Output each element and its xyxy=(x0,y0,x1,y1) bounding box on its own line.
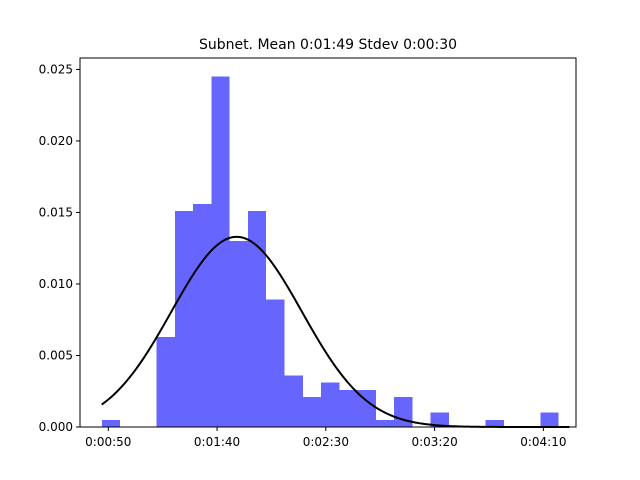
histogram-bar xyxy=(174,211,194,427)
histogram-bar xyxy=(266,299,285,427)
y-tick-label: 0.000 xyxy=(39,420,73,434)
y-tick-label: 0.005 xyxy=(39,348,73,362)
histogram-bar xyxy=(321,382,340,427)
histogram-bar xyxy=(339,389,358,427)
histogram-bar xyxy=(357,389,376,427)
x-tick-label: 0:03:20 xyxy=(411,435,457,449)
histogram-bar xyxy=(247,211,267,427)
y-axis: 0.000 0.005 0.010 0.015 0.020 0.025 xyxy=(39,62,80,434)
histogram-bar xyxy=(229,241,248,427)
plot-frame xyxy=(79,57,577,428)
histogram-bar xyxy=(485,419,504,427)
histogram-bar xyxy=(302,396,322,427)
histogram-bar xyxy=(394,396,413,427)
x-tick-label: 0:02:30 xyxy=(303,435,349,449)
x-tick-label: 0:01:40 xyxy=(194,435,240,449)
histogram-bar xyxy=(193,203,212,427)
histogram-bar xyxy=(540,412,559,427)
histogram-bar xyxy=(375,419,395,427)
x-axis: 0:00:50 0:01:40 0:02:30 0:03:20 0:04:10 xyxy=(85,427,567,449)
y-tick-label: 0.025 xyxy=(39,62,73,76)
histogram-bar xyxy=(156,336,175,427)
histogram-bar xyxy=(101,419,121,427)
histogram-bar xyxy=(430,412,449,427)
histogram-bar xyxy=(211,76,230,428)
y-tick-label: 0.015 xyxy=(39,205,73,219)
histogram-bar xyxy=(284,375,303,427)
y-tick-label: 0.020 xyxy=(39,134,73,148)
chart-title: Subnet. Mean 0:01:49 Stdev 0:00:30 xyxy=(199,37,457,53)
y-tick-label: 0.010 xyxy=(39,277,73,291)
x-tick-label: 0:04:10 xyxy=(520,435,566,449)
histogram-bars xyxy=(101,76,559,428)
x-tick-label: 0:00:50 xyxy=(85,435,131,449)
